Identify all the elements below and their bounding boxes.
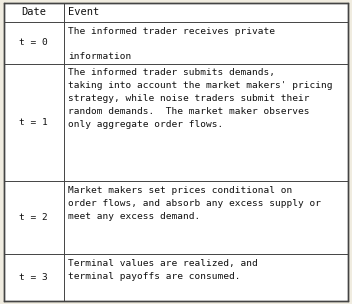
Text: Date: Date — [21, 7, 46, 17]
Text: Event: Event — [68, 7, 99, 17]
Text: Market makers set prices conditional on
order flows, and absorb any excess suppl: Market makers set prices conditional on … — [68, 186, 321, 220]
Text: t = 0: t = 0 — [19, 38, 48, 47]
Text: t = 3: t = 3 — [19, 273, 48, 282]
Text: Terminal values are realized, and
terminal payoffs are consumed.: Terminal values are realized, and termin… — [68, 259, 258, 281]
Text: t = 1: t = 1 — [19, 118, 48, 127]
Text: The informed trader receives private

information: The informed trader receives private inf… — [68, 27, 275, 61]
Text: The informed trader submits demands,
taking into account the market makers' pric: The informed trader submits demands, tak… — [68, 68, 333, 129]
Text: t = 2: t = 2 — [19, 213, 48, 222]
